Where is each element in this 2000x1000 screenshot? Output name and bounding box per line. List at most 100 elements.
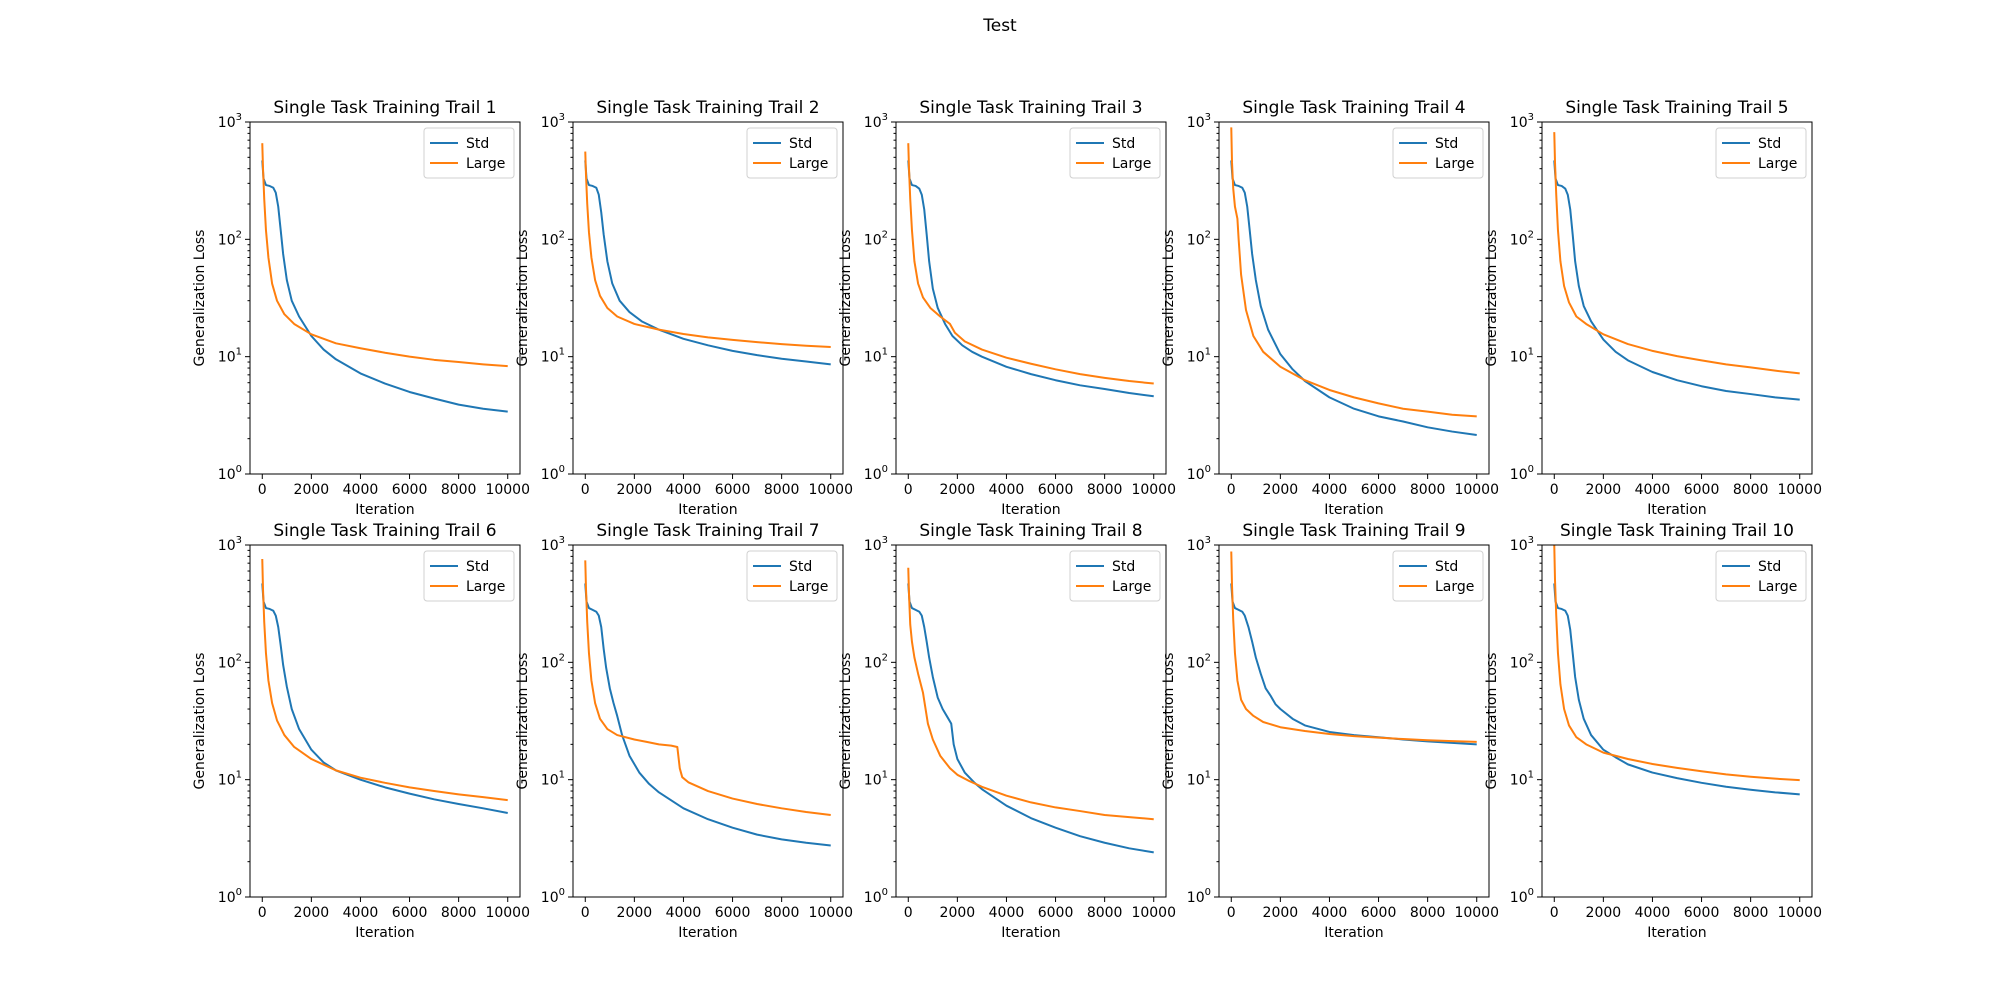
chart-8-legend-large-label: Large (1112, 579, 1151, 595)
chart-9-ytick-label: 103 (1187, 535, 1211, 554)
chart-2-xlabel: Iteration (678, 502, 737, 518)
chart-3-ytick-label: 102 (864, 229, 888, 248)
chart-10-title: Single Task Training Trail 10 (1560, 521, 1794, 541)
chart-4-series-std-line (1230, 160, 1477, 436)
chart-4-axes-frame (1218, 121, 1490, 475)
chart-10-xtick-label: 4000 (1635, 905, 1671, 921)
chart-7-series-large-line (584, 560, 831, 816)
chart-8-xtick-label: 2000 (940, 905, 976, 921)
chart-10-xtick-label: 8000 (1733, 905, 1769, 921)
chart-1-legend-box (423, 127, 515, 179)
chart-8-xtick-label: 0 (904, 905, 913, 921)
chart-6-xlabel: Iteration (355, 925, 414, 941)
chart-8-ytick-label: 102 (864, 652, 888, 671)
chart-1-xtick-label: 0 (258, 482, 267, 498)
chart-7-legend-std-label: Std (789, 559, 812, 575)
chart-8-ytick-label: 101 (864, 770, 888, 789)
chart-3-panel: Single Task Training Trail 3 0 2000 4000 600… (838, 98, 1176, 518)
chart-2-axes-frame (572, 121, 844, 475)
chart-8-title: Single Task Training Trail 8 (919, 521, 1142, 541)
chart-2-series-large-line (584, 151, 831, 348)
chart-7-ylabel: Generalization Loss (515, 653, 531, 790)
chart-4-xtick-label: 6000 (1361, 482, 1397, 498)
chart-8-xtick-label: 6000 (1038, 905, 1074, 921)
chart-1-series-std-line (261, 160, 508, 413)
chart-7-title: Single Task Training Trail 7 (596, 521, 819, 541)
chart-5-xtick-label: 10000 (1777, 482, 1822, 498)
chart-4-legend-std-label: Std (1435, 136, 1458, 152)
chart-8-xlabel: Iteration (1001, 925, 1060, 941)
chart-4-panel: Single Task Training Trail 4 0 2000 4000 600… (1161, 98, 1499, 518)
chart-10-ytick-label: 101 (1510, 770, 1534, 789)
chart-2-xtick-label: 6000 (715, 482, 751, 498)
chart-1-xtick-label: 4000 (343, 482, 379, 498)
chart-8-xtick-label: 4000 (989, 905, 1025, 921)
chart-5-series-large-line (1553, 132, 1800, 375)
chart-5-series-std-line (1553, 160, 1800, 401)
chart-4-legend-large-label: Large (1435, 156, 1474, 172)
chart-5-ytick-label: 100 (1510, 464, 1534, 483)
chart-2-ylabel: Generalization Loss (515, 230, 531, 367)
chart-10-legend-std-label: Std (1758, 559, 1781, 575)
chart-9-xtick-label: 10000 (1454, 905, 1499, 921)
chart-4-xtick-label: 2000 (1263, 482, 1299, 498)
chart-7-xtick-label: 0 (581, 905, 590, 921)
chart-6-axes-frame (249, 544, 521, 898)
chart-4-xtick-label: 10000 (1454, 482, 1499, 498)
chart-6-xtick-label: 0 (258, 905, 267, 921)
chart-9-legend-large-label: Large (1435, 579, 1474, 595)
chart-8-ytick-label: 100 (864, 887, 888, 906)
chart-9-xlabel: Iteration (1324, 925, 1383, 941)
chart-10-series-large-line (1553, 545, 1800, 782)
chart-7-xtick-label: 4000 (666, 905, 702, 921)
chart-9-xtick-label: 0 (1227, 905, 1236, 921)
chart-10-axes-frame (1541, 544, 1813, 898)
chart-10-ytick-label: 102 (1510, 652, 1534, 671)
chart-4-xtick-label: 4000 (1312, 482, 1348, 498)
chart-8-ytick-label: 103 (864, 535, 888, 554)
chart-6-legend-large-label: Large (466, 579, 505, 595)
chart-8-panel: Single Task Training Trail 8 0 2000 4000 600… (838, 521, 1176, 941)
chart-3-legend-box (1069, 127, 1161, 179)
chart-3-xtick-label: 4000 (989, 482, 1025, 498)
figure-suptitle: Test (982, 16, 1017, 36)
chart-6-ytick-label: 103 (218, 535, 242, 554)
chart-2-ytick-label: 101 (541, 347, 565, 366)
chart-9-xtick-label: 2000 (1263, 905, 1299, 921)
chart-10-xtick-label: 0 (1550, 905, 1559, 921)
chart-3-xtick-label: 6000 (1038, 482, 1074, 498)
chart-3-xtick-label: 0 (904, 482, 913, 498)
chart-7-axes-frame (572, 544, 844, 898)
chart-8-legend-std-label: Std (1112, 559, 1135, 575)
chart-1-ylabel: Generalization Loss (192, 230, 208, 367)
chart-3-ytick-label: 103 (864, 112, 888, 131)
chart-5-ytick-label: 102 (1510, 229, 1534, 248)
chart-4-xtick-label: 8000 (1410, 482, 1446, 498)
chart-6-series-large-line (261, 558, 508, 802)
chart-2-xtick-label: 4000 (666, 482, 702, 498)
chart-4-ytick-label: 100 (1187, 464, 1211, 483)
chart-6-ytick-label: 102 (218, 652, 242, 671)
chart-1-legend-std-label: Std (466, 136, 489, 152)
chart-3-legend-std-label: Std (1112, 136, 1135, 152)
chart-8-series-std-line (907, 583, 1154, 854)
chart-1-ytick-label: 102 (218, 229, 242, 248)
chart-5-legend-large-label: Large (1758, 156, 1797, 172)
chart-8-ylabel: Generalization Loss (838, 653, 854, 790)
chart-3-series-large-line (907, 143, 1154, 385)
chart-1-xlabel: Iteration (355, 502, 414, 518)
chart-5-title: Single Task Training Trail 5 (1565, 98, 1788, 118)
chart-2-ytick-label: 103 (541, 112, 565, 131)
chart-5-legend-box (1715, 127, 1807, 179)
chart-3-legend-large-label: Large (1112, 156, 1151, 172)
chart-4-title: Single Task Training Trail 4 (1242, 98, 1465, 118)
chart-3-xtick-label: 10000 (1131, 482, 1176, 498)
chart-2-ytick-label: 100 (541, 464, 565, 483)
chart-10-xlabel: Iteration (1647, 925, 1706, 941)
chart-7-xtick-label: 6000 (715, 905, 751, 921)
chart-10-series-std-line (1553, 583, 1800, 796)
chart-6-legend-box (423, 550, 515, 602)
chart-10-xtick-label: 2000 (1586, 905, 1622, 921)
chart-5-xtick-label: 6000 (1684, 482, 1720, 498)
